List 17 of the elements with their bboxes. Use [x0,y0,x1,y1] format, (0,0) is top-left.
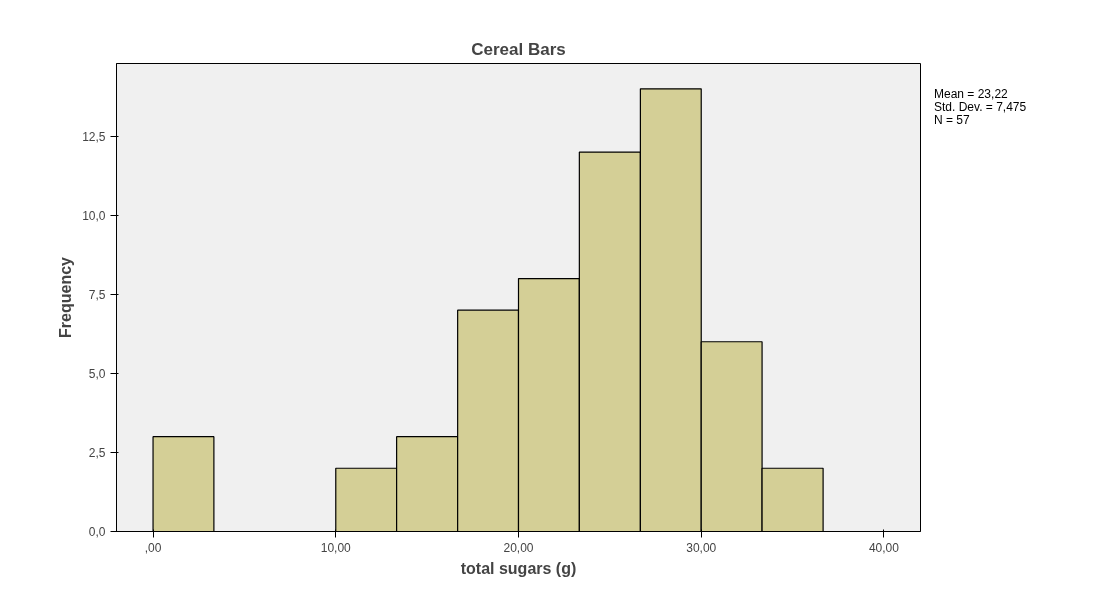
x-tick-label: 30,00 [686,540,717,555]
y-tick-label: 2,5 [88,445,106,460]
x-tick-label: 10,00 [320,540,352,555]
y-tick-label: 10,0 [82,208,106,223]
text: Mean = 23,22 [934,87,1008,101]
text: N = 57 [934,113,970,127]
chart-title: Cereal Bars [471,39,566,59]
y-tick-label: 12,5 [82,129,106,144]
x-axis-title: total sugars (g) [460,559,577,577]
text: Std. Dev. = 7,475 [934,100,1027,114]
x-tick-label: ,00 [144,540,162,555]
y-tick-label: 5,0 [88,366,106,381]
x-tick-label: 20,00 [503,540,534,555]
y-tick-label: 7,5 [88,287,106,302]
x-tick-label: 40,00 [868,540,900,555]
y-axis-title: Frequency [57,256,75,338]
y-tick-label: 0,0 [88,525,106,539]
